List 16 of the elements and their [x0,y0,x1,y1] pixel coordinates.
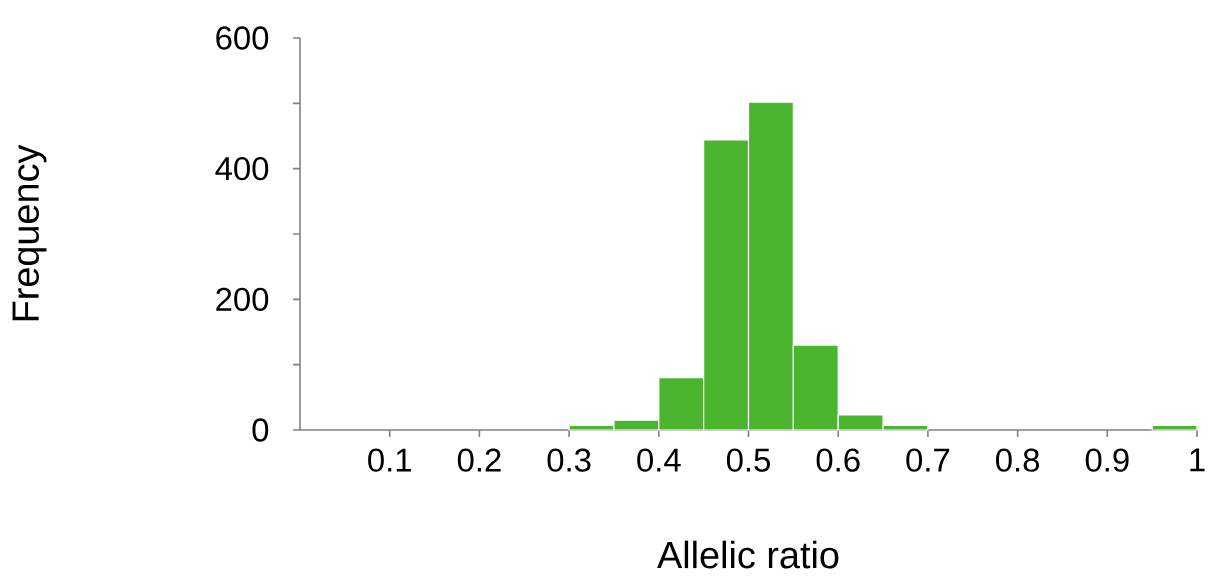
x-tick-label: 0.6 [816,448,860,472]
x-tick-label: 0.7 [906,448,950,472]
y-tick-label: 0 [252,418,269,442]
x-tick-label: 0.9 [1085,448,1129,472]
y-tick-label: 200 [216,287,269,311]
x-tick-label: 0.4 [637,448,681,472]
x-tick-label: 0.1 [368,448,411,472]
x-tick-label: 0.8 [996,448,1040,472]
x-tick-label: 0.5 [726,448,770,472]
x-axis-title: Allelic ratio [657,540,839,569]
x-tick-label: 0.2 [457,448,501,472]
x-tick-label: 0.3 [547,448,591,472]
x-tick-label: 1 [1190,448,1205,472]
y-tick-label: 400 [215,157,269,181]
y-axis-title: Frequency [12,144,47,321]
y-tick-label: 600 [216,26,269,50]
